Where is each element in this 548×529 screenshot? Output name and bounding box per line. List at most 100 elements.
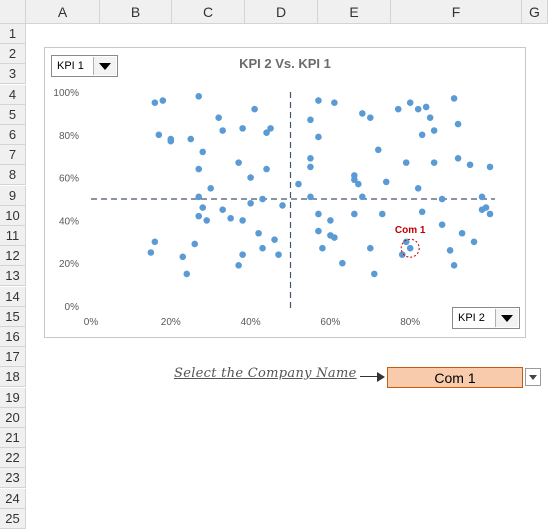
chart-title: KPI 2 Vs. KPI 1	[239, 56, 331, 71]
highlight-ring	[400, 238, 420, 258]
row-header-1[interactable]: 1	[0, 24, 26, 44]
row-header-3[interactable]: 3	[0, 64, 26, 85]
data-point	[351, 172, 358, 179]
data-point	[331, 99, 338, 106]
row-header-19[interactable]: 19	[0, 387, 26, 408]
row-header-22[interactable]: 22	[0, 448, 26, 469]
row-header-9[interactable]: 9	[0, 185, 26, 206]
row-header-13[interactable]: 13	[0, 266, 26, 287]
row-header-12[interactable]: 12	[0, 246, 26, 267]
kpi-y-dropdown-value: KPI 2	[458, 312, 485, 324]
column-header-f[interactable]: F	[391, 0, 522, 24]
row-header-14[interactable]: 14	[0, 286, 26, 307]
x-tick-label: 0%	[84, 317, 99, 328]
data-point	[458, 229, 466, 237]
company-name-value: Com 1	[434, 369, 476, 386]
data-point	[199, 148, 207, 156]
column-header-a[interactable]: A	[26, 0, 100, 24]
data-point	[219, 127, 226, 134]
column-header-e[interactable]: E	[318, 0, 391, 24]
data-point	[203, 217, 211, 224]
row-header-20[interactable]: 20	[0, 407, 26, 428]
kpi-y-dropdown[interactable]: KPI 2	[452, 307, 520, 329]
data-point	[195, 212, 203, 220]
data-point	[398, 251, 406, 258]
data-point	[418, 131, 426, 139]
row-header-5[interactable]: 5	[0, 104, 26, 125]
data-point	[271, 236, 278, 243]
kpi-x-dropdown-button[interactable]	[93, 57, 116, 75]
data-point	[247, 174, 254, 181]
column-header-b[interactable]: B	[100, 0, 172, 24]
x-tick-label: 20%	[161, 317, 181, 328]
kpi-x-dropdown[interactable]: KPI 1	[51, 55, 118, 77]
data-point	[215, 114, 222, 121]
data-point	[239, 251, 246, 258]
row-header-16[interactable]: 16	[0, 327, 26, 347]
row-header-21[interactable]: 21	[0, 428, 26, 448]
row-header-4[interactable]: 4	[0, 84, 26, 105]
highlight-label: Com 1	[395, 225, 426, 236]
data-point	[315, 227, 322, 235]
row-header-17[interactable]: 17	[0, 347, 26, 368]
row-header-18[interactable]: 18	[0, 367, 26, 388]
select-all-corner[interactable]	[0, 0, 26, 24]
company-dropdown-button[interactable]	[525, 368, 541, 386]
data-point	[151, 99, 159, 106]
column-header-c[interactable]: C	[172, 0, 245, 24]
x-tick-label: 80%	[400, 317, 420, 328]
row-header-11[interactable]: 11	[0, 226, 26, 246]
data-point	[450, 95, 458, 102]
data-point	[359, 193, 366, 201]
y-tick-label: 40%	[59, 216, 79, 227]
data-point	[374, 146, 382, 154]
data-point	[450, 262, 458, 269]
data-point	[183, 270, 191, 278]
data-point	[414, 185, 422, 192]
column-header-d[interactable]: D	[245, 0, 318, 24]
data-point	[486, 163, 494, 171]
data-point	[247, 199, 254, 207]
data-point	[430, 127, 438, 134]
scatter-plot-svg: KPI 2 Vs. KPI 1 0% 20% 40% 60% 80% 100% 0% 20% 4…	[53, 56, 495, 328]
row-header-8[interactable]: 8	[0, 165, 26, 186]
data-point	[239, 217, 246, 224]
data-point	[422, 103, 430, 111]
column-header-g[interactable]: G	[522, 0, 548, 24]
row-header-7[interactable]: 7	[0, 145, 26, 166]
data-point	[259, 195, 266, 203]
scatter-chart[interactable]: KPI 2 Vs. KPI 1 0% 20% 40% 60% 80% 100% 0% 20% 4…	[44, 47, 526, 338]
data-point	[251, 105, 258, 113]
data-point	[402, 238, 410, 246]
y-tick-label: 20%	[59, 259, 79, 270]
row-header-15[interactable]: 15	[0, 306, 26, 327]
data-point	[351, 210, 358, 218]
data-point	[438, 221, 446, 228]
row-header-6[interactable]: 6	[0, 125, 26, 145]
data-point	[307, 163, 314, 171]
data-point	[159, 97, 167, 104]
row-header-23[interactable]: 23	[0, 468, 26, 489]
company-name-cell[interactable]: Com 1	[387, 367, 523, 388]
kpi-y-dropdown-button[interactable]	[495, 309, 518, 327]
row-header-24[interactable]: 24	[0, 488, 26, 509]
arrow-right-icon	[360, 376, 378, 377]
y-tick-label: 0%	[65, 302, 80, 313]
chevron-down-icon	[529, 374, 537, 380]
data-point	[367, 114, 374, 121]
row-header-2[interactable]: 2	[0, 44, 26, 65]
row-header-10[interactable]: 10	[0, 205, 26, 226]
data-point	[486, 210, 494, 218]
row-header-25[interactable]: 25	[0, 508, 26, 529]
data-point	[454, 120, 462, 128]
data-point	[155, 131, 163, 139]
data-point	[307, 155, 314, 162]
data-point	[382, 178, 390, 186]
data-point	[263, 129, 270, 136]
data-point	[227, 214, 234, 222]
data-point	[438, 195, 446, 203]
data-point	[430, 159, 438, 166]
kpi-x-dropdown-value: KPI 1	[57, 60, 84, 72]
data-point	[267, 125, 274, 132]
data-point	[406, 244, 414, 252]
